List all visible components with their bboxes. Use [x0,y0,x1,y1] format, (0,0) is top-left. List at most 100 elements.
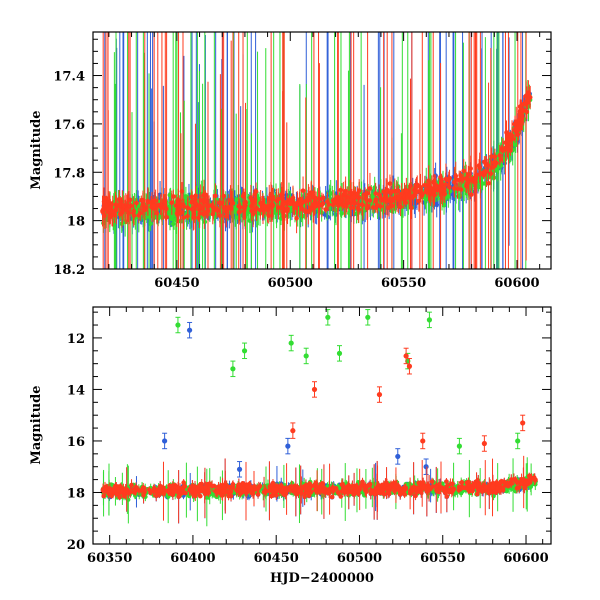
data-point [268,204,274,210]
data-point [465,180,471,185]
data-point [387,181,393,186]
data-point [367,186,373,191]
outlier-point [395,453,401,460]
data-point [224,213,229,219]
data-point [447,189,453,194]
data-point [303,199,309,204]
trend-point [525,92,531,98]
data-point [397,195,402,201]
y-tick-label: 17.6 [53,118,85,133]
data-point [261,204,266,210]
x-tick-label: 60600 [494,276,539,291]
data-point [185,213,190,219]
data-point [473,179,478,185]
data-point [356,207,362,212]
data-point [506,138,512,144]
data-point [189,206,195,212]
data-point [276,205,281,210]
data-point [179,203,184,209]
data-point [140,207,146,212]
data-point [211,208,216,214]
data-point [103,195,109,201]
data-point [127,197,133,203]
data-point [294,201,300,207]
data-point [158,202,164,207]
trend-point [469,176,475,183]
data-point [221,193,227,199]
data-point [480,181,485,186]
data-point [447,184,452,190]
outlier-point [162,438,168,444]
data-point [134,200,139,206]
data-point [348,198,353,203]
data-point [347,190,353,196]
data-point [281,201,287,207]
data-point [217,213,223,218]
data-point [203,192,208,198]
data-point [478,171,483,177]
data-point [290,195,296,201]
data-point [457,182,463,187]
data-point [312,202,318,208]
data-point [241,191,247,197]
data-point [498,157,503,162]
data-point [248,195,254,201]
data-point [300,188,306,193]
outlier-point [285,443,291,449]
data-point [328,191,333,196]
bottom-panel: 60350 60400 60450 60500 60550 606001214161820… [29,306,552,586]
data-point [308,192,314,197]
data-point [124,207,130,212]
trend-point [287,201,293,207]
data-point [250,211,256,217]
data-point [297,196,303,202]
data-point [237,209,243,215]
data-point [513,142,518,148]
data-point [193,200,198,205]
trend-point [106,205,112,212]
data-point [170,214,176,219]
data-point [236,203,242,209]
outlier-point [236,466,243,472]
data-point [185,205,191,211]
top-y-axis-label: Magnitude [29,110,44,189]
data-point [284,206,290,212]
data-point [181,215,186,220]
data-point [153,198,158,203]
trend-point [514,126,520,132]
top-plot-area [100,32,533,269]
top-ticks: 60450 60500 60550 60600 17.4 17.6 17.8 18 18.2 [53,32,551,291]
data-point [117,202,122,208]
y-tick-label: 17.4 [53,70,85,85]
trend-point [242,201,248,207]
data-point [499,146,505,151]
x-tick-label: 60500 [268,276,313,291]
data-point [468,166,473,171]
top-plot-frame [92,31,552,270]
data-point [414,183,419,189]
trend-point [378,196,384,202]
data-point [409,205,414,211]
data-point [509,133,515,138]
bottom-plot-area [100,309,538,527]
data-point [489,165,494,171]
trend-point [151,203,157,209]
outlier-point [423,464,429,470]
data-point [356,188,362,193]
data-point [453,173,459,179]
data-point [343,191,348,196]
outlier-point [186,327,193,333]
trend-point [423,189,429,195]
data-point [313,196,319,201]
data-point [367,198,373,203]
data-point [443,176,449,182]
y-tick-label: 17.8 [53,166,85,181]
data-point [389,189,395,194]
data-point [136,213,142,218]
data-point [266,213,272,219]
data-point [446,193,451,199]
x-tick-label: 60550 [381,276,426,291]
data-point [492,154,498,160]
data-point [375,203,380,208]
